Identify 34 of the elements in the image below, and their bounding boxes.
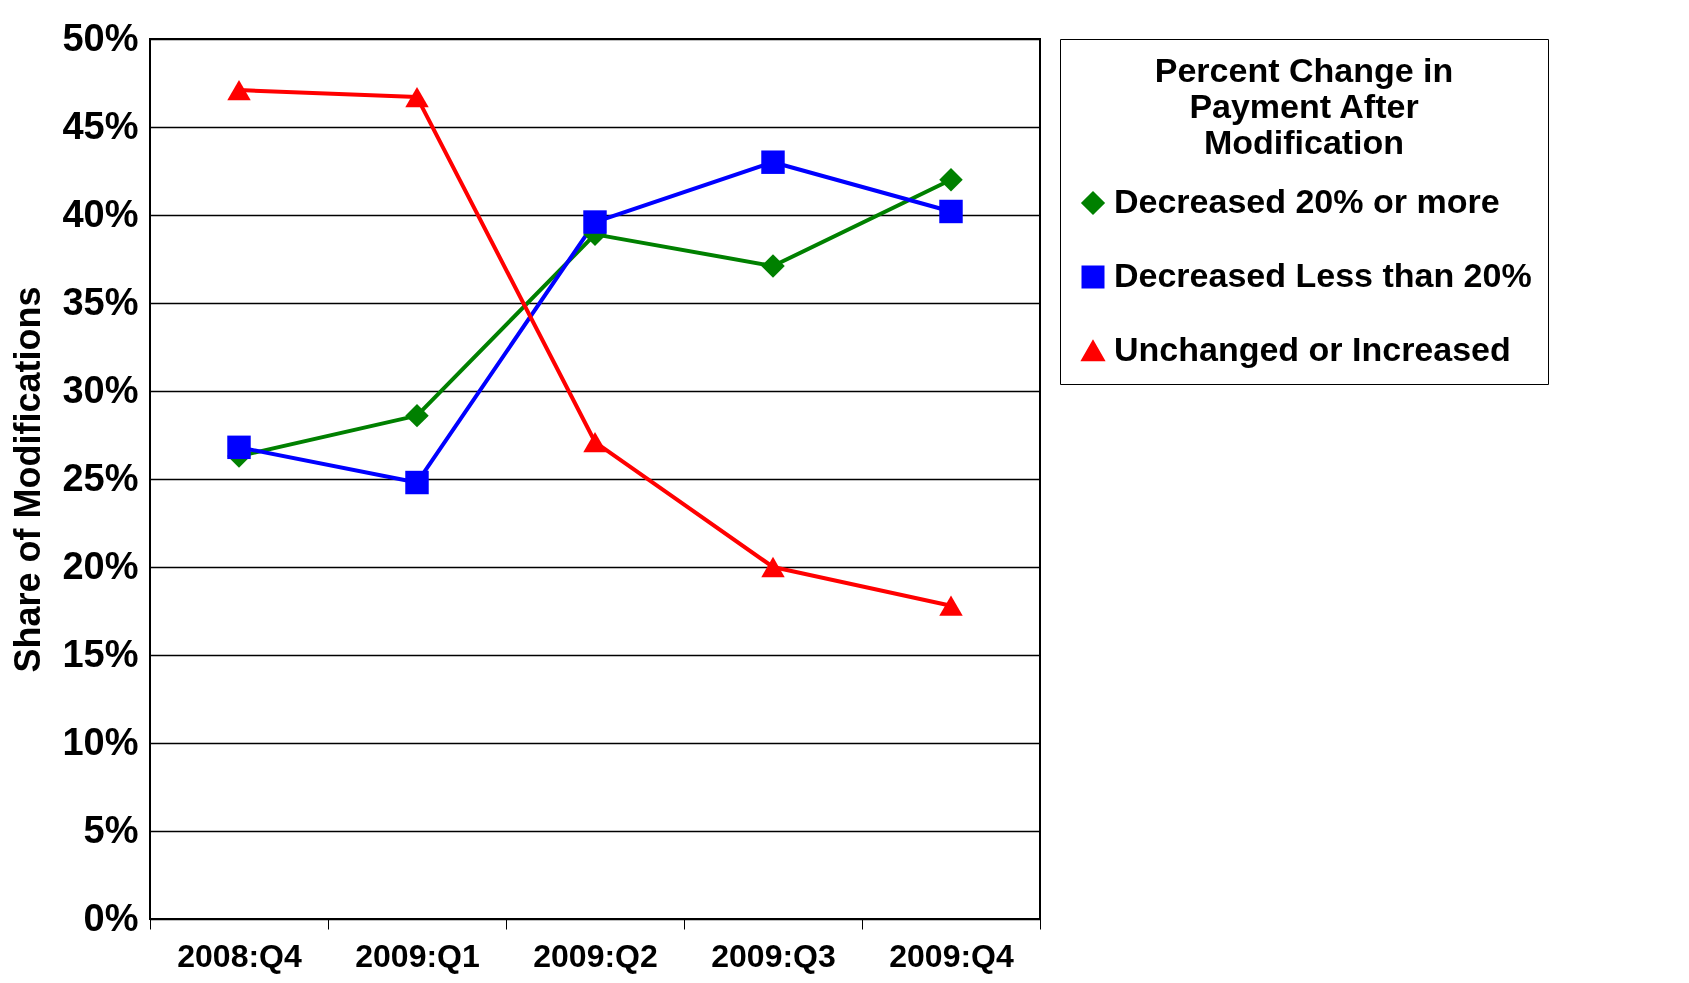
point: [405, 86, 429, 108]
legend-label: Decreased 20% or more: [1114, 182, 1500, 220]
y-tick-label: 45%: [62, 104, 139, 147]
point: [761, 254, 785, 278]
y-tick-label: 25%: [62, 456, 139, 499]
x-tick-label: 2009:Q2: [533, 937, 658, 974]
point: [583, 431, 607, 453]
point: [583, 210, 607, 234]
point: [761, 150, 785, 174]
point: [227, 79, 251, 101]
y-tick-label: 50%: [62, 16, 139, 59]
point: [761, 556, 785, 578]
point: [939, 168, 963, 192]
point: [405, 470, 429, 495]
y-tick-label: 10%: [62, 720, 139, 763]
x-tick-label: 2009:Q4: [889, 937, 1014, 974]
y-tick-label: 35%: [62, 280, 139, 323]
point: [939, 595, 963, 616]
y-tick-label: 0%: [83, 896, 139, 939]
x-tick-label: 2009:Q1: [355, 937, 480, 974]
legend-label: Unchanged or Increased: [1114, 330, 1511, 368]
y-tick-label: 20%: [62, 544, 139, 587]
point: [939, 199, 963, 224]
y-axis-title: Share of Modifications: [7, 286, 49, 673]
y-tick-label: 5%: [83, 808, 139, 851]
y-tick-label: 30%: [62, 368, 139, 411]
x-tick-label: 2009:Q3: [711, 937, 836, 974]
y-tick-label: 15%: [62, 632, 139, 675]
y-tick-label: 40%: [62, 192, 139, 235]
legend-label: Decreased Less than 20%: [1114, 256, 1532, 294]
point: [227, 435, 251, 460]
point: [405, 403, 429, 428]
legend-title: Percent Change in Payment After Modification: [1154, 51, 1454, 161]
x-tick-label: 2008:Q4: [177, 937, 302, 974]
